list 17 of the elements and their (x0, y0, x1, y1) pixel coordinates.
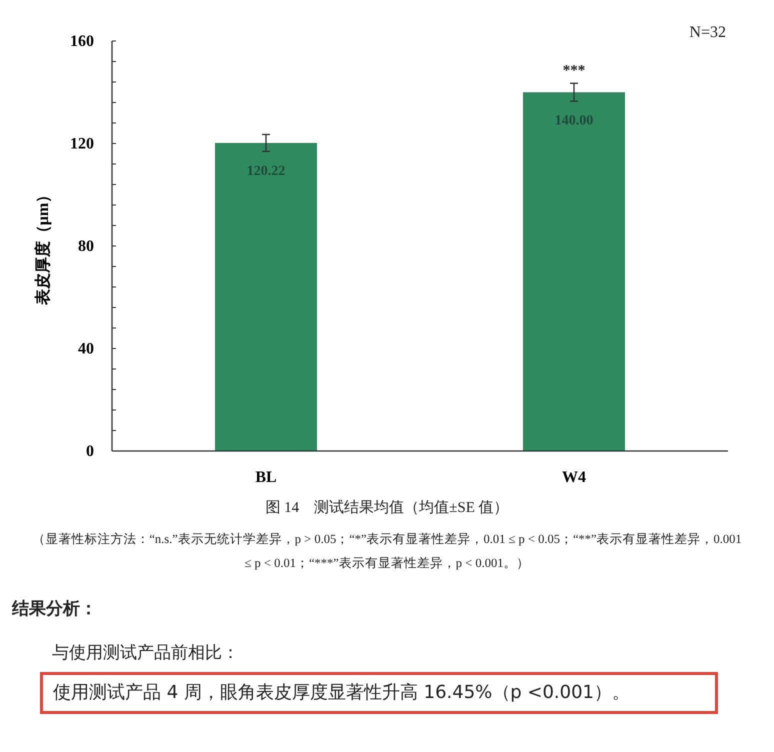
y-tick-label: 40 (78, 340, 94, 358)
text: 图 14 测试结果均值（均值±SE 值） (264, 498, 510, 517)
text: 与使用测试产品前相比： (52, 642, 239, 664)
y-tick-label: 160 (70, 33, 94, 50)
y-axis-title: 表皮厚度（μm） (33, 186, 52, 306)
data-label: 140.00 (554, 113, 594, 128)
annotation: N=32 (689, 24, 726, 42)
text: 结果分析： (12, 598, 97, 620)
x-tick-label: W4 (562, 469, 586, 486)
y-tick-label: 0 (86, 443, 94, 460)
text: （显著性标注方法：“n.s.”表示无统计学差异，p > 0.05；“*”表示有显著性差异，0.01 ≤ p < 0.05；“**”表示有显著性差异，0.001 ≤ p < 0.01；“***”表示有显著性差异，p < 0.001。） (32, 532, 742, 570)
annotation: *** (562, 63, 586, 80)
y-tick-label: 80 (78, 238, 94, 255)
y-tick-label: 120 (70, 136, 94, 152)
data-label: 120.22 (246, 164, 286, 179)
x-tick-label: BL (255, 469, 277, 486)
text: 使用测试产品 4 周，眼角表皮厚度显著性升高 16.45%（p <0.001）。 (40, 672, 718, 714)
